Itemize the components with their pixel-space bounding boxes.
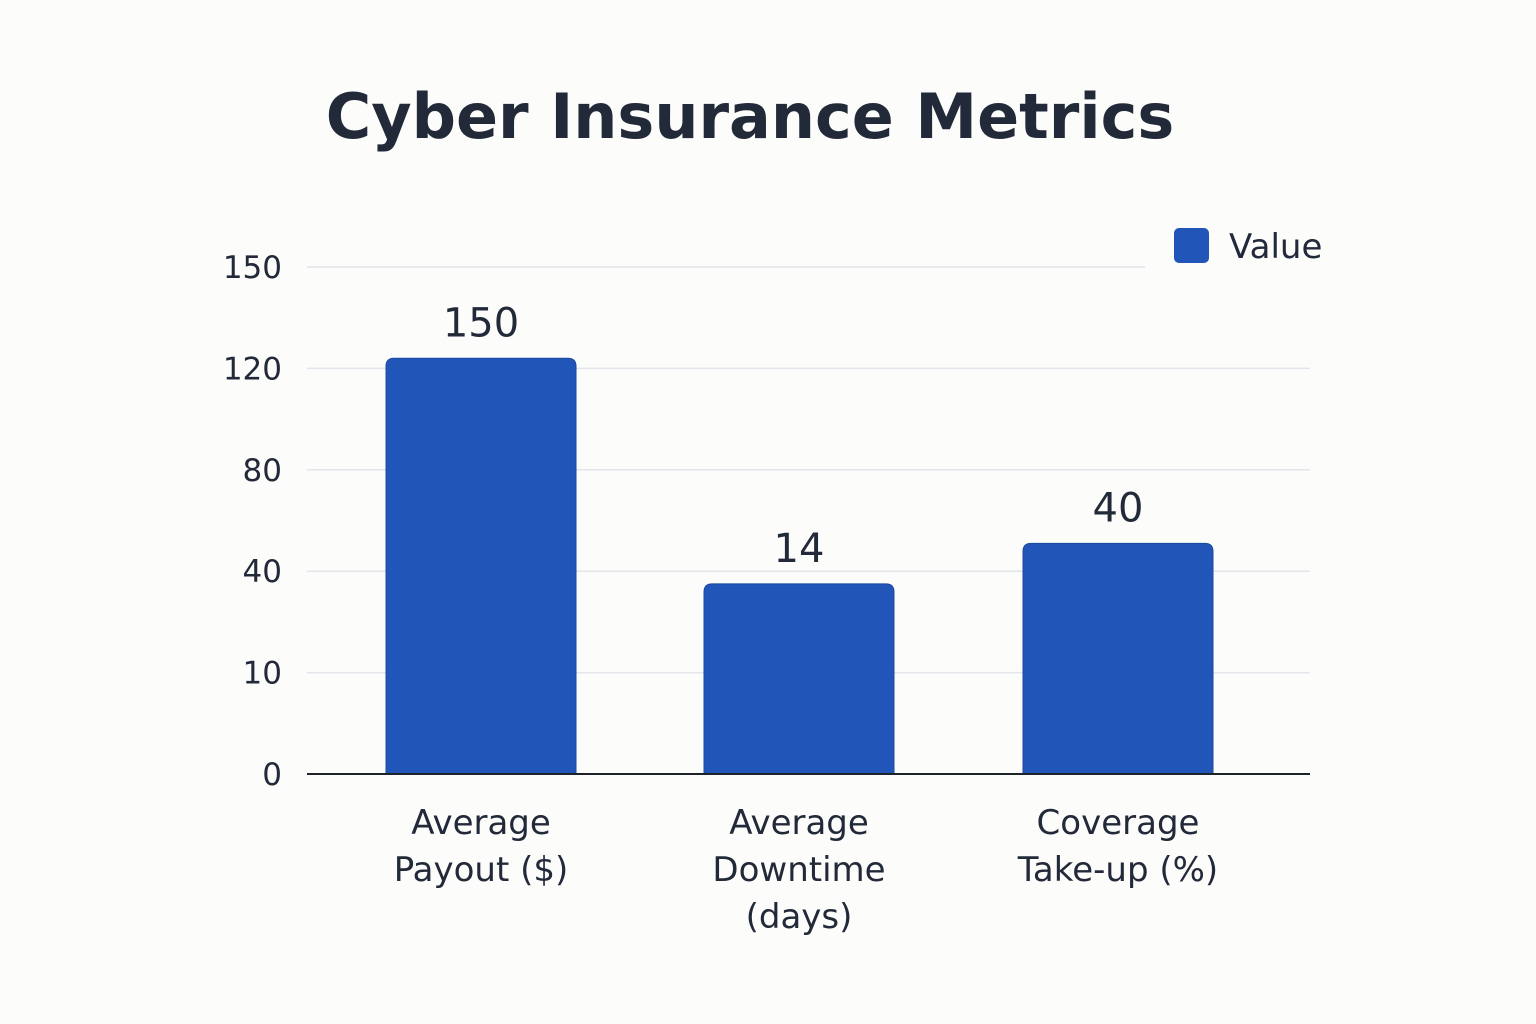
bar-2	[1022, 542, 1214, 775]
category-label-1: Average Downtime (days)	[712, 803, 885, 937]
value-label-0: 150	[443, 300, 519, 346]
legend-swatch	[1174, 228, 1209, 263]
bar-0	[385, 357, 577, 775]
y-tick-label-0: 0	[262, 757, 282, 793]
value-label-2: 40	[1093, 485, 1144, 531]
bars	[385, 357, 1214, 775]
category-label-2-line-1: Take-up (%)	[1017, 850, 1218, 890]
category-label-2-line-0: Coverage	[1037, 803, 1200, 843]
category-label-2: Coverage Take-up (%)	[1017, 803, 1218, 890]
y-tick-label-120: 120	[223, 351, 282, 387]
x-axis-categories: Average Payout ($) Average Downtime (days) Co…	[394, 803, 1219, 937]
value-label-1: 14	[774, 526, 825, 572]
y-tick-label-80: 80	[243, 453, 282, 489]
value-labels: 150 14 40	[443, 300, 1144, 572]
y-axis-ticks: 0 10 40 80 120 150	[223, 250, 282, 793]
category-label-0: Average Payout ($)	[394, 803, 569, 890]
category-label-1-line-2: (days)	[746, 897, 853, 937]
category-label-0-line-1: Payout ($)	[394, 850, 569, 890]
chart-title: Cyber Insurance Metrics	[326, 80, 1175, 153]
category-label-1-line-0: Average	[729, 803, 869, 843]
bar-1	[703, 583, 895, 775]
category-label-1-line-1: Downtime	[712, 850, 885, 890]
category-label-0-line-0: Average	[411, 803, 551, 843]
legend-label-value: Value	[1229, 227, 1322, 267]
y-tick-label-150: 150	[223, 250, 282, 286]
y-tick-label-10: 10	[243, 656, 282, 692]
y-tick-label-40: 40	[243, 554, 282, 590]
legend: Value	[1174, 227, 1322, 267]
